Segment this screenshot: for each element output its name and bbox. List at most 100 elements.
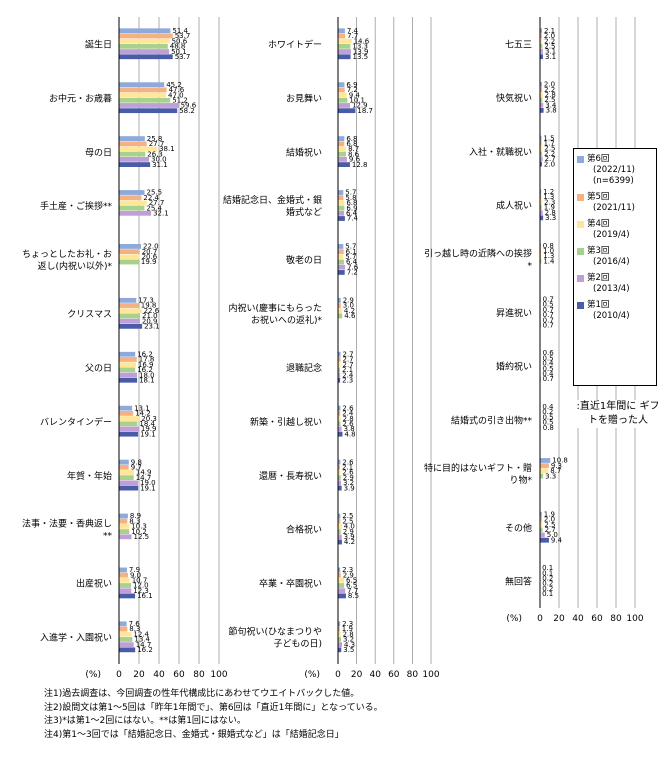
bar [540,92,543,98]
bar [119,485,139,491]
legend-note: :直近1年間に ギフトを贈った人 [573,400,663,428]
bar [338,583,345,588]
data-label: 0.4 [542,403,554,411]
data-label: 3.1 [545,53,556,61]
bar [338,416,341,421]
data-label: 47.0 [168,91,184,99]
x-tick-label: 40 [369,670,381,680]
bar [540,102,544,108]
bar [119,464,129,470]
data-label: 9.3 [551,462,562,470]
data-label: 4.8 [344,430,355,438]
x-tick-label: 100 [422,670,439,680]
data-label: 2.2 [544,37,555,45]
category-label: 合格祝い [286,524,322,536]
category-label: ホワイトデー [268,38,322,50]
data-label: 2.4 [342,371,354,379]
bar [540,511,542,517]
data-label: 2.5 [544,42,555,50]
category-label: お見舞い [286,93,322,104]
data-label: 0.7 [543,375,554,383]
data-label: 20.9 [142,317,158,325]
bar [338,372,341,378]
data-label: 3.1 [545,48,556,56]
bar [540,253,542,259]
data-label: 0.2 [542,408,553,416]
data-label: 2.4 [342,410,354,418]
bar [338,146,347,152]
bar [119,210,152,216]
x-tick-label: 20 [553,614,565,624]
data-label: 2.5 [544,145,555,153]
bar [338,577,345,583]
data-label: 7.4 [347,27,359,35]
x-tick-label: 40 [153,670,165,680]
bar [338,405,341,411]
bar [338,54,351,60]
data-label: 2.0 [544,160,555,168]
data-label: 25.8 [147,135,163,143]
category-label: 快気祝い [496,92,532,104]
bar [338,431,343,437]
bar [119,513,128,519]
bar [338,480,341,486]
category-label: その他 [505,522,532,534]
data-label: 0.5 [542,413,553,421]
bar [338,588,346,594]
legend-item: 第2回 (2013/4) [574,273,656,295]
data-label: 4.0 [344,523,355,531]
bar [119,577,130,583]
bar [338,459,341,465]
bar [119,431,139,437]
bar [119,459,129,465]
bar [119,362,136,368]
data-label: 22.4 [143,194,159,202]
data-label: 45.2 [166,81,182,89]
bar [540,194,542,200]
legend-swatch [577,275,584,282]
data-label: 50.1 [171,48,187,56]
bar [540,532,545,538]
bar [338,49,351,54]
data-label: 3.3 [545,472,556,480]
data-label: 10.2 [131,528,147,536]
bar [338,377,341,383]
category-label: 新築・引越し祝い [250,416,322,428]
category-label: ** [103,532,113,542]
footnote: 注1)過去調査は、今回調査の性年代構成比にあわせてウエイトバックした値。 [44,689,360,699]
data-label: 0.7 [543,316,554,324]
data-label: 53.7 [175,32,191,40]
data-label: 0.1 [542,569,553,577]
category-label: 入社・就職祝い [469,146,532,158]
data-label: 13.5 [353,53,369,61]
bar [119,162,151,167]
data-label: 2.1 [342,463,353,471]
bar [119,87,167,93]
bar [338,464,340,470]
bar [338,108,356,114]
data-label: 58.2 [179,107,195,115]
data-label: 5.7 [345,253,356,261]
x-tick-label: 20 [351,670,363,680]
category-label: 法事・法要・香典返し [22,518,112,530]
bar [338,200,345,206]
data-label: 4.3 [344,641,355,649]
data-label: 1.3 [543,193,554,201]
data-label: 0.5 [542,354,553,362]
bar [119,421,138,427]
category-label: 特に目的はないギフト・贈 [424,462,532,474]
bar [338,92,347,98]
data-label: 2.7 [343,350,354,358]
category-label: 卒業・卒園祝い [259,578,322,590]
data-label: 10.8 [552,457,568,465]
legend-swatch [577,156,584,163]
bar [338,43,351,49]
data-label: 19.0 [140,479,156,487]
bar [338,539,342,545]
category-label: ちょっとしたお礼・お [22,248,112,260]
legend-date: (2016/4) [593,257,630,267]
data-label: 6.4 [346,258,358,266]
category-label: 結婚式の引き出物** [451,414,533,426]
category-label: 婚約祝い [496,361,532,373]
bar [119,410,134,416]
